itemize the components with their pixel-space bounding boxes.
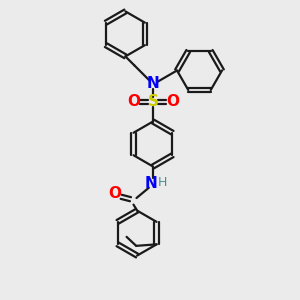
Text: O: O <box>108 186 121 201</box>
Text: O: O <box>166 94 179 110</box>
Text: N: N <box>147 76 159 92</box>
Text: H: H <box>157 176 167 189</box>
Text: N: N <box>145 176 158 190</box>
Text: S: S <box>148 94 158 110</box>
Text: O: O <box>127 94 140 110</box>
